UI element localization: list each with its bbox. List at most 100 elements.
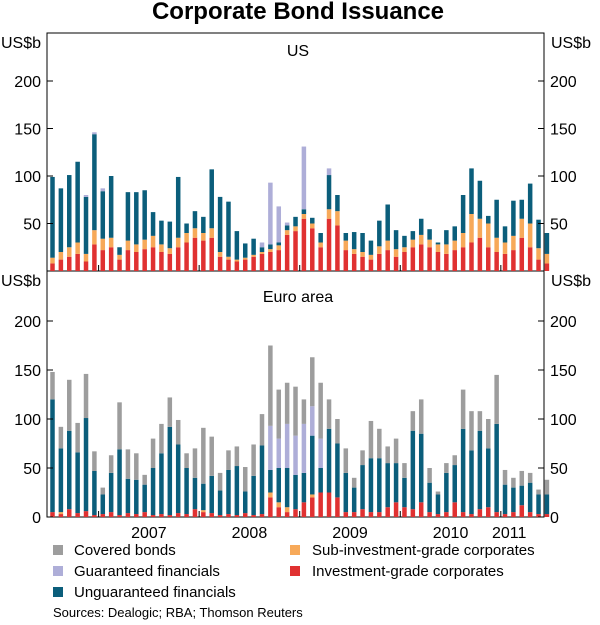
us-bar-unguar-29 [293, 216, 298, 227]
us-bar-ig-50 [469, 242, 474, 271]
euro-bar-ig-48 [452, 502, 457, 517]
euro-bar-cov-43 [410, 411, 416, 431]
us-bar-unguar-18 [201, 216, 206, 233]
us-bar-sub-28 [284, 230, 290, 235]
us-bar-sub-22 [234, 259, 240, 262]
us-bar-sub-57 [527, 223, 533, 248]
euro-bar-unguar-39 [377, 458, 382, 513]
euro-bar-ig-18 [201, 512, 206, 517]
euro-bar-cov-12 [150, 438, 156, 468]
us-bar-sub-48 [452, 240, 457, 251]
us-bar-sub-34 [335, 211, 340, 226]
us-bar-sub-14 [167, 248, 173, 254]
us-bar-unguar-10 [134, 192, 139, 245]
euro-bar-ig-9 [125, 513, 131, 517]
euro-bar-ig-5 [92, 515, 97, 517]
us-bar-sub-9 [125, 240, 131, 251]
euro-bar-guar-32 [318, 438, 323, 468]
us-bar-ig-9 [125, 250, 131, 271]
euro-bar-cov-27 [276, 389, 282, 439]
us-bar-unguar-36 [351, 232, 357, 250]
us-bar-ig-22 [234, 261, 240, 271]
euro-bar-unguar-3 [75, 452, 80, 514]
euro-bar-ig-4 [83, 511, 89, 517]
us-bar-ig-2 [67, 256, 72, 271]
euro-bar-cov-29 [293, 386, 298, 436]
euro-bar-unguar-31 [310, 435, 315, 495]
euro-bar-ig-14 [167, 515, 173, 517]
us-bar-ig-46 [435, 252, 441, 271]
us-bar-sub-29 [293, 226, 298, 232]
us-bar-unguar-28 [284, 225, 290, 231]
euro-bar-ig-53 [494, 512, 499, 517]
euro-bar-ig-3 [75, 513, 80, 517]
us-bar-sub-2 [67, 247, 72, 257]
euro-right-unit-label: US$b [551, 273, 591, 290]
euro-bar-unguar-32 [318, 468, 323, 493]
us-bar-sub-45 [427, 239, 432, 248]
us-bar-sub-17 [192, 228, 198, 238]
us-bar-unguar-7 [108, 176, 114, 238]
legend-swatch-investment-grade [290, 566, 300, 576]
euro-bar-unguar-23 [242, 491, 248, 514]
us-bar-unguar-32 [318, 233, 323, 243]
euro-bar-cov-55 [511, 477, 516, 488]
us-bar-unguar-4 [83, 196, 89, 254]
euro-bar-ig-23 [242, 513, 248, 517]
us-bar-unguar-23 [242, 243, 248, 258]
euro-bar-ig-44 [418, 502, 424, 517]
euro-bar-unguar-56 [519, 485, 525, 506]
euro-bar-sub-31 [310, 494, 315, 498]
us-bar-ig-0 [50, 263, 55, 271]
us-bar-sub-36 [351, 249, 357, 254]
us-bar-sub-54 [502, 242, 508, 254]
euro-bar-cov-40 [385, 446, 390, 464]
us-bar-unguar-52 [486, 215, 491, 224]
us-bar-unguar-11 [142, 190, 147, 240]
us-bar-ig-18 [201, 240, 206, 271]
euro-ytick-label-left-200: 200 [14, 314, 41, 331]
euro-bar-cov-44 [418, 399, 424, 434]
us-bar-unguar-1 [58, 188, 64, 252]
euro-bar-ig-54 [502, 514, 508, 517]
euro-bar-unguar-22 [234, 466, 240, 516]
euro-bar-unguar-46 [435, 494, 441, 515]
us-bar-unguar-27 [276, 242, 282, 246]
us-bar-ig-51 [477, 237, 483, 271]
us-ytick-label-left-150: 150 [14, 122, 41, 139]
euro-bar-cov-23 [242, 467, 248, 492]
euro-bar-unguar-42 [402, 477, 407, 508]
euro-bar-unguar-57 [527, 482, 533, 513]
us-bar-sub-3 [75, 242, 80, 254]
us-bar-unguar-26 [268, 244, 273, 250]
euro-bar-ig-1 [58, 514, 64, 517]
euro-bar-cov-37 [360, 450, 365, 466]
us-bar-ig-42 [402, 252, 407, 271]
euro-bar-cov-56 [519, 470, 525, 486]
us-bar-unguar-9 [125, 192, 131, 241]
us-bar-unguar-43 [410, 231, 416, 240]
us-bar-ig-13 [159, 252, 164, 271]
euro-bar-cov-2 [67, 379, 72, 431]
us-bar-unguar-53 [494, 199, 499, 238]
us-bar-unguar-54 [502, 226, 508, 243]
us-bar-unguar-35 [343, 233, 349, 241]
us-bar-unguar-17 [192, 211, 198, 229]
euro-bar-sub-28 [284, 507, 290, 513]
us-bar-sub-59 [544, 253, 550, 264]
us-bar-sub-20 [217, 252, 223, 257]
us-bar-sub-18 [201, 233, 206, 241]
legend-label-guaranteed-financials: Guaranteed financials [74, 563, 220, 580]
euro-bar-ig-35 [343, 512, 349, 517]
euro-ytick-label-left-150: 150 [14, 363, 41, 380]
us-bar-sub-4 [83, 253, 89, 262]
us-bar-guar-6 [100, 188, 106, 192]
euro-bar-cov-59 [544, 479, 550, 495]
us-bar-unguar-33 [326, 175, 332, 210]
euro-bar-ig-51 [477, 509, 483, 517]
euro-bar-cov-57 [527, 472, 533, 483]
euro-bar-ig-38 [368, 512, 374, 517]
euro-bar-cov-52 [486, 419, 491, 449]
euro-ytick-label-right-100: 100 [550, 412, 577, 429]
us-ytick-label-left-50: 50 [23, 217, 41, 234]
